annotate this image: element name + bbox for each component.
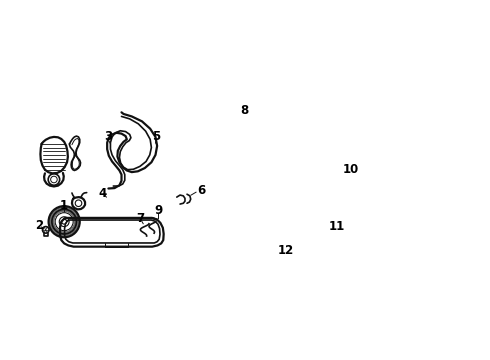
Text: 9: 9	[154, 204, 163, 217]
Text: 2: 2	[36, 219, 44, 232]
Text: 3: 3	[104, 130, 113, 143]
Text: 4: 4	[98, 186, 106, 199]
Text: 11: 11	[328, 220, 344, 234]
Text: 5: 5	[152, 130, 160, 143]
Text: 12: 12	[278, 244, 294, 257]
Text: 6: 6	[197, 184, 205, 198]
Text: 7: 7	[136, 212, 144, 225]
Text: 10: 10	[343, 163, 359, 176]
Text: 1: 1	[60, 199, 68, 212]
Text: 8: 8	[240, 104, 248, 117]
